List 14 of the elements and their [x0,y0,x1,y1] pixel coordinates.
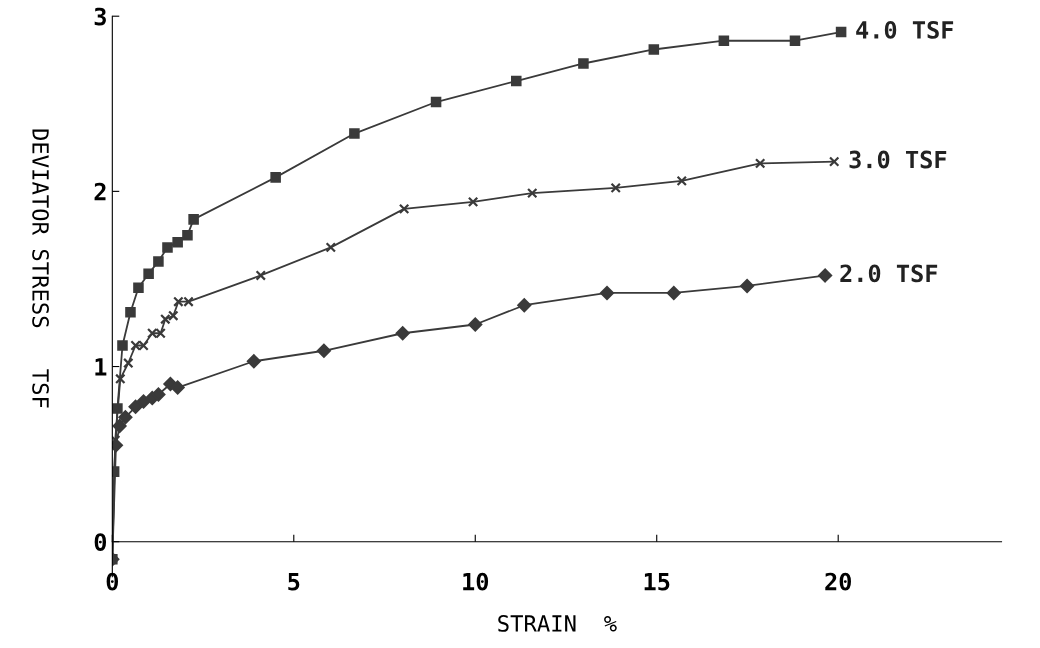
x-axis-title: STRAIN % [498,615,617,632]
y-tick-label: 1 [95,358,107,376]
y-tick-label: 0 [94,533,107,551]
x-tick-label: 15 [644,572,670,591]
series-label: 2.0 TSF [840,264,938,283]
y-axis-title: DEVIATOR STRESS TSF [32,129,49,408]
x-tick-label: 5 [288,572,300,591]
x-tick-label: 0 [106,572,119,591]
series-label: 4.0 TSF [856,20,954,39]
y-tick-label: 2 [94,182,106,201]
series-label: 3.0 TSF [849,150,947,169]
x-tick-label: 20 [825,572,851,591]
x-tick-label: 10 [463,572,489,591]
y-tick-label: 3 [94,7,106,26]
